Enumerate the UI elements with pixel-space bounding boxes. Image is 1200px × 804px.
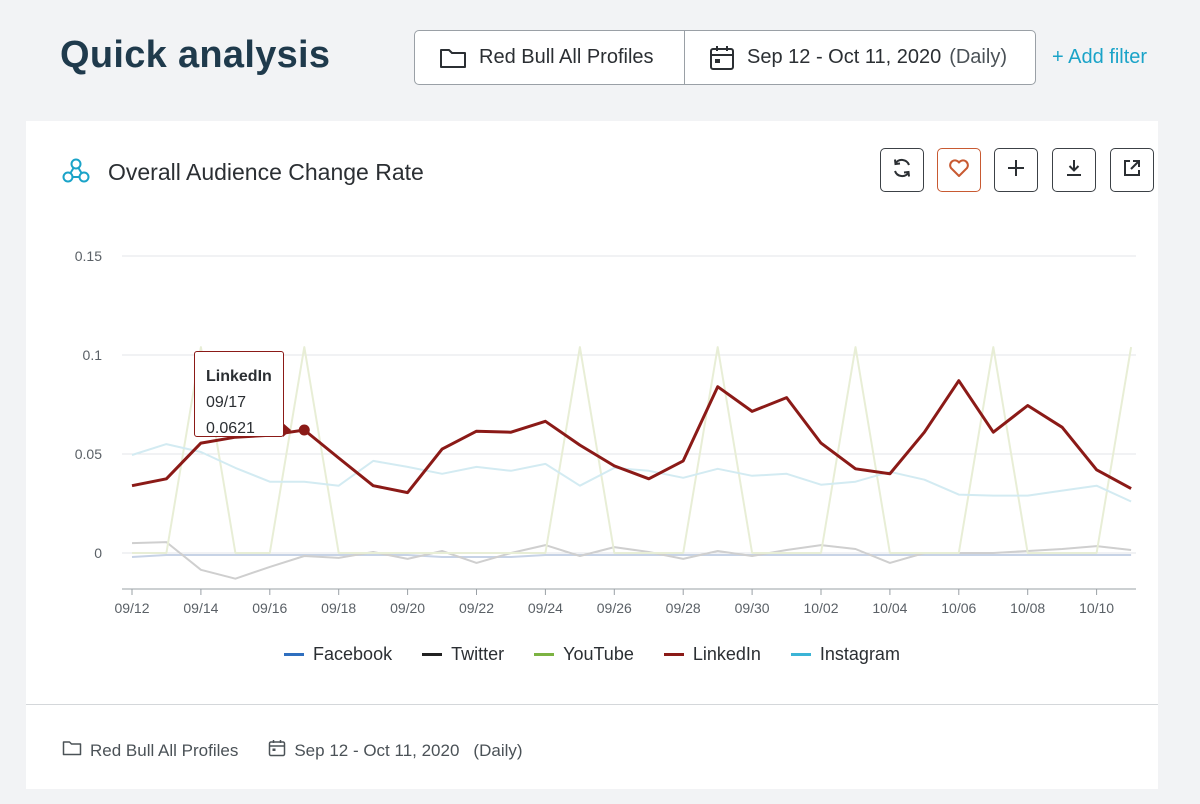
legend-label: Twitter — [451, 644, 505, 664]
x-tick-label: 09/30 — [735, 600, 770, 616]
x-tick-label: 09/26 — [597, 600, 632, 616]
legend-swatch — [790, 653, 811, 656]
series-line-facebook — [131, 554, 1132, 558]
chart-title: Overall Audience Change Rate — [108, 159, 424, 185]
tooltip-date: 09/17 — [206, 394, 247, 411]
legend-swatch — [284, 653, 305, 656]
series-line-youtube — [132, 346, 1133, 554]
y-tick-label: 0.1 — [83, 347, 103, 363]
external-link-icon — [1122, 158, 1142, 183]
download-icon — [1064, 158, 1084, 183]
x-tick-label: 09/12 — [114, 600, 149, 616]
legend-label: LinkedIn — [692, 644, 761, 664]
legend-swatch — [422, 653, 443, 656]
x-tick-label: 09/28 — [666, 600, 701, 616]
y-tick-label: 0 — [94, 545, 102, 561]
legend-item-twitter[interactable]: Twitter — [422, 644, 504, 665]
legend-item-facebook[interactable]: Facebook — [284, 644, 392, 665]
profile-filter-button[interactable]: Red Bull All Profiles — [415, 31, 685, 84]
profile-filter-label: Red Bull All Profiles — [479, 46, 654, 68]
x-tick-label: 09/24 — [528, 600, 563, 616]
y-tick-label: 0.15 — [75, 248, 102, 264]
refresh-icon — [891, 157, 913, 184]
heart-icon — [948, 158, 970, 183]
x-tick-label: 10/10 — [1079, 600, 1114, 616]
filter-bar: Red Bull All Profiles Sep 12 - Oct 11, 2… — [414, 30, 1036, 85]
x-tick-label: 10/04 — [872, 600, 907, 616]
folder-icon — [62, 740, 82, 761]
date-range-button[interactable]: Sep 12 - Oct 11, 2020 (Daily) — [685, 31, 1035, 84]
footer-date-label: Sep 12 - Oct 11, 2020 — [294, 740, 460, 760]
tooltip-series: LinkedIn — [206, 368, 272, 385]
legend-item-youtube[interactable]: YouTube — [534, 644, 634, 665]
plus-icon — [1006, 158, 1026, 183]
legend-swatch — [663, 653, 684, 656]
chart-card: Overall Audience Change Rate 0.15 0.1 0.05… — [26, 121, 1158, 789]
folder-icon — [439, 47, 467, 69]
legend-item-linkedin[interactable]: LinkedIn — [663, 644, 761, 665]
x-tick-label: 09/14 — [183, 600, 218, 616]
chart-legend: Facebook Twitter YouTube LinkedIn Instagram — [26, 644, 1158, 665]
footer-profile: Red Bull All Profiles — [62, 740, 238, 761]
page-title: Quick analysis — [60, 34, 331, 76]
granularity-label: (Daily) — [949, 46, 1007, 68]
series-line-instagram — [131, 443, 1132, 503]
calendar-icon — [268, 739, 286, 762]
download-button[interactable] — [1052, 148, 1096, 192]
x-tick-label: 09/18 — [321, 600, 356, 616]
highlighted-data-point — [298, 424, 310, 436]
x-tick-label: 10/06 — [941, 600, 976, 616]
legend-item-instagram[interactable]: Instagram — [790, 644, 900, 665]
footer-granularity: (Daily) — [473, 740, 523, 760]
x-tick-label: 09/16 — [252, 600, 287, 616]
legend-swatch — [534, 653, 555, 656]
x-tick-label: 10/08 — [1010, 600, 1045, 616]
refresh-button[interactable] — [880, 148, 924, 192]
x-tick-label: 10/02 — [803, 600, 838, 616]
legend-label: Instagram — [819, 644, 900, 664]
chart-tooltip: LinkedIn 09/17 0.0621 — [194, 351, 291, 437]
add-filter-link[interactable]: + Add filter — [1052, 46, 1148, 68]
audience-network-icon — [62, 158, 90, 189]
series-line-twitter — [131, 541, 1132, 580]
card-divider — [26, 704, 1158, 705]
open-external-button[interactable] — [1110, 148, 1154, 192]
y-tick-label: 0.05 — [75, 446, 102, 462]
audience-change-chart: 0.15 0.1 0.05 0 09/12 09/14 09/16 09/18 09/20 09/… — [75, 248, 1136, 616]
calendar-icon — [709, 45, 735, 71]
legend-label: Facebook — [313, 644, 393, 664]
legend-label: YouTube — [563, 644, 634, 664]
x-tick-label: 09/20 — [390, 600, 425, 616]
footer-date: Sep 12 - Oct 11, 2020 (Daily) — [268, 739, 523, 762]
tooltip-value: 0.0621 — [206, 420, 255, 437]
series-line-linkedin — [131, 379, 1132, 495]
x-tick-label: 09/22 — [459, 600, 494, 616]
add-to-dashboard-button[interactable] — [994, 148, 1038, 192]
card-footer: Red Bull All Profiles Sep 12 - Oct 11, 2… — [62, 739, 523, 762]
footer-profile-label: Red Bull All Profiles — [90, 740, 239, 760]
favorite-button[interactable] — [937, 148, 981, 192]
date-range-label: Sep 12 - Oct 11, 2020 — [747, 46, 942, 68]
